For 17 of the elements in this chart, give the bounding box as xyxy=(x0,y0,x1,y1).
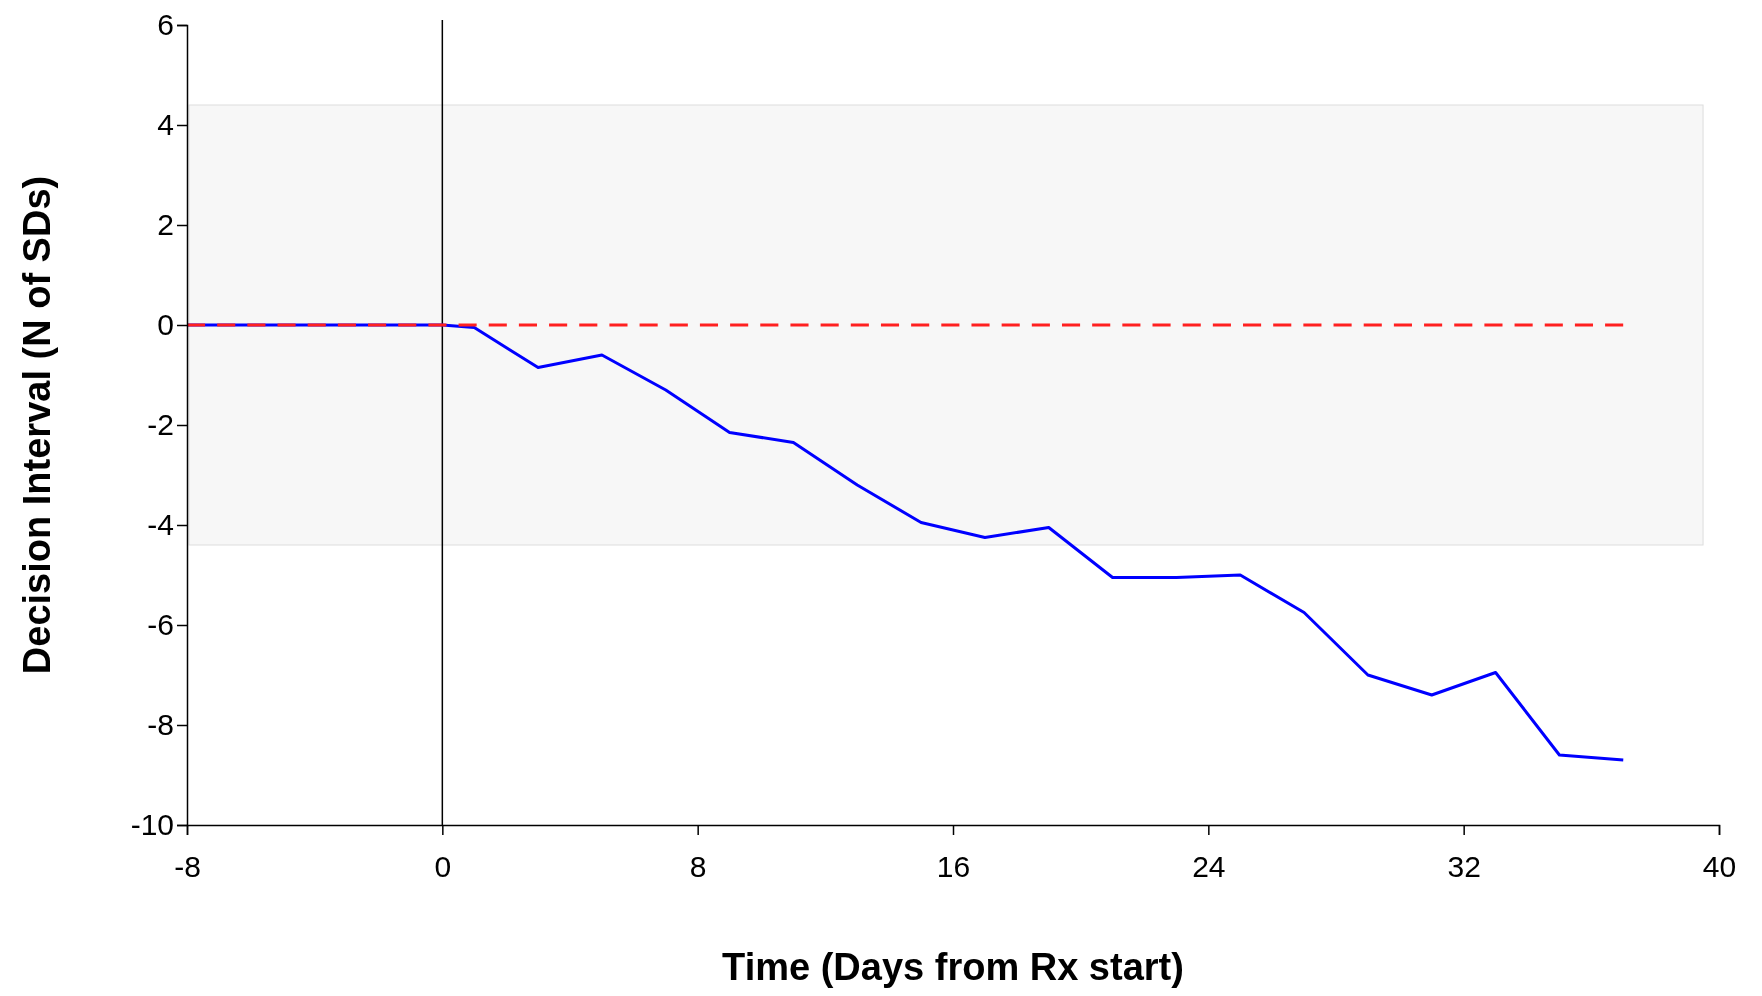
y-tick-label: 6 xyxy=(157,8,174,42)
x-tick-label: 40 xyxy=(1702,850,1737,883)
x-tick-label: 16 xyxy=(936,850,971,883)
y-axis-title: Decision Interval (N of SDs) xyxy=(16,175,58,675)
y-tick-label: -4 xyxy=(147,508,174,542)
y-tick-label: -8 xyxy=(147,708,174,742)
x-tick-label: 0 xyxy=(434,850,452,883)
y-tick-label: -10 xyxy=(130,808,174,842)
x-tick-label: 8 xyxy=(689,850,707,883)
y-tick-label: -6 xyxy=(147,608,174,642)
y-tick-label: 0 xyxy=(157,308,174,342)
x-tick-label: 32 xyxy=(1447,850,1481,883)
y-tick-label: -2 xyxy=(147,408,174,442)
x-tick-label: 24 xyxy=(1192,850,1226,883)
x-axis-title: Time (Days from Rx start) xyxy=(722,946,1184,988)
y-tick-label: 4 xyxy=(157,108,174,142)
y-tick-label: 2 xyxy=(157,208,174,242)
